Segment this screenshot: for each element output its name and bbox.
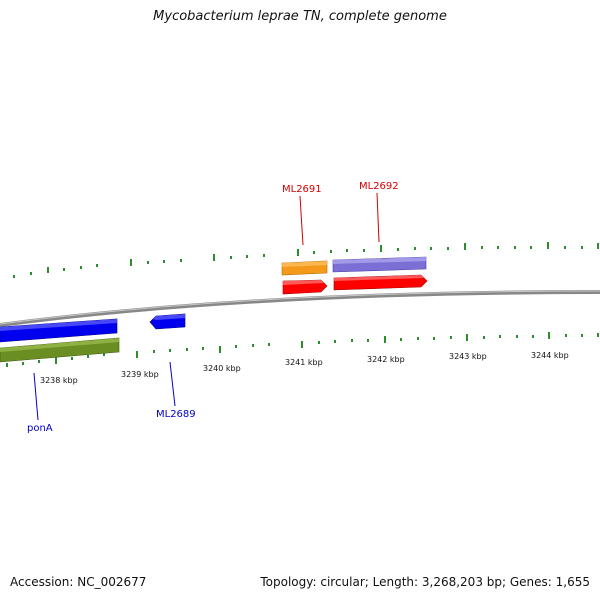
outer-ticks (13, 242, 599, 278)
tick-label-3244: 3244 kbp (531, 351, 569, 360)
accession-text: Accession: NC_002677 (10, 575, 147, 589)
tick-label-3239: 3239 kbp (121, 370, 159, 379)
ml2692-leader (376, 192, 380, 243)
genome-stats-text: Topology: circular; Length: 3,268,203 bp… (260, 575, 590, 589)
gene-label-ml2692[interactable]: ML2692 (359, 181, 399, 192)
tick-label-3241: 3241 kbp (285, 358, 323, 367)
genome-backbone (0, 290, 600, 327)
tick-label-3240: 3240 kbp (203, 364, 241, 373)
ml2691-leader (299, 195, 304, 246)
gene-label-ml2691[interactable]: ML2691 (282, 184, 322, 195)
pona-leader (33, 372, 39, 421)
ml2689-leader (169, 361, 176, 407)
map-title: Mycobacterium leprae TN, complete genome (153, 9, 447, 24)
gene-label-ml2689[interactable]: ML2689 (156, 409, 196, 420)
tick-label-3238: 3238 kbp (40, 376, 78, 385)
tick-label-3243: 3243 kbp (449, 352, 487, 361)
gene-label-pona[interactable]: ponA (27, 423, 53, 434)
tick-label-3242: 3242 kbp (367, 355, 405, 364)
